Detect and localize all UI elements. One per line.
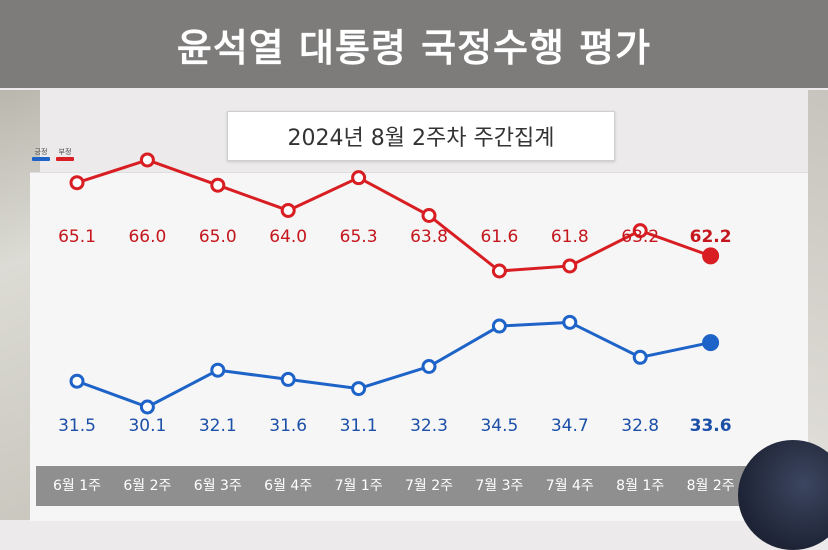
data-label-negative: 65.3 xyxy=(340,227,378,247)
x-tick-label: 6월 2주 xyxy=(123,478,172,494)
page-title: 윤석열 대통령 국정수행 평가 xyxy=(176,25,652,70)
subtitle-box: 2024년 8월 2주차 주간집계 xyxy=(227,111,615,161)
legend-label-negative: 부정 xyxy=(58,148,72,156)
x-tick-label: 6월 4주 xyxy=(264,478,313,494)
data-label-positive: 32.1 xyxy=(199,416,237,436)
data-label-negative: 63.2 xyxy=(621,227,659,247)
series-line-negative xyxy=(76,158,712,273)
data-point-negative xyxy=(280,202,296,218)
x-tick-label: 7월 4주 xyxy=(545,478,594,494)
data-label-positive: 30.1 xyxy=(128,416,166,436)
data-label-positive: 32.3 xyxy=(410,416,448,436)
data-point-positive xyxy=(421,359,437,375)
data-label-positive: 31.5 xyxy=(58,416,96,436)
x-tick-label: 6월 3주 xyxy=(193,478,242,494)
data-point-negative xyxy=(69,175,85,191)
data-label-negative: 62.2 xyxy=(690,227,732,247)
data-point-positive xyxy=(280,371,296,387)
data-point-negative xyxy=(702,247,720,265)
chart-legend: 긍정 부정 xyxy=(32,148,74,161)
title-bar: 윤석열 대통령 국정수행 평가 xyxy=(0,0,828,88)
legend-item-positive: 긍정 xyxy=(32,148,50,161)
x-axis-bar: 6월 1주 6월 2주 6월 3주 6월 4주 7월 1주 7월 2주 7월 3주 7월 4주… xyxy=(36,466,828,506)
series-line-positive xyxy=(76,320,711,409)
data-point-negative xyxy=(491,263,507,279)
data-point-positive xyxy=(491,318,507,334)
x-tick-label: 7월 2주 xyxy=(404,478,454,494)
data-label-positive: 32.8 xyxy=(621,416,659,436)
data-label-positive: 34.7 xyxy=(551,416,589,436)
data-label-negative: 61.8 xyxy=(551,227,589,247)
background-right-decoration xyxy=(808,90,828,520)
x-tick-label: 8월 1주 xyxy=(616,478,665,494)
data-label-positive: 31.6 xyxy=(269,416,307,436)
data-point-positive xyxy=(139,399,155,415)
line-chart: 65.1 66.0 65.0 64.0 65.3 63.8 61.6 61.8 63.2 62.2… xyxy=(58,152,732,436)
data-label-positive: 31.1 xyxy=(340,416,378,436)
data-point-positive xyxy=(210,362,226,378)
x-tick-label: 8월 2주 xyxy=(686,478,735,494)
data-label-negative: 63.8 xyxy=(410,227,448,247)
legend-swatch-positive xyxy=(32,157,50,161)
data-point-negative xyxy=(210,177,226,193)
data-point-positive xyxy=(69,373,85,389)
data-label-negative: 65.1 xyxy=(58,227,96,247)
x-tick-label: 6월 1주 xyxy=(52,478,102,494)
data-label-positive: 34.5 xyxy=(480,416,518,436)
legend-swatch-negative xyxy=(56,157,74,161)
data-label-negative: 64.0 xyxy=(269,227,307,247)
data-point-positive xyxy=(702,334,720,352)
data-point-positive xyxy=(632,349,648,365)
legend-label-positive: 긍정 xyxy=(34,148,48,156)
data-point-positive xyxy=(351,381,367,397)
data-point-negative xyxy=(632,223,648,239)
data-label-negative: 66.0 xyxy=(128,227,166,247)
x-tick-label: 7월 1주 xyxy=(334,478,383,494)
x-tick-label: 7월 3주 xyxy=(475,478,524,494)
data-point-negative xyxy=(139,152,155,168)
data-point-negative xyxy=(421,207,437,223)
data-point-negative xyxy=(562,258,578,274)
data-label-negative: 65.0 xyxy=(199,227,237,247)
chart-subtitle: 2024년 8월 2주차 주간집계 xyxy=(287,126,555,151)
data-label-negative: 61.6 xyxy=(480,227,518,247)
data-label-positive: 33.6 xyxy=(690,416,732,436)
data-point-positive xyxy=(562,314,578,330)
data-point-negative xyxy=(351,170,367,186)
legend-item-negative: 부정 xyxy=(56,148,74,161)
chart-panel xyxy=(30,172,808,521)
